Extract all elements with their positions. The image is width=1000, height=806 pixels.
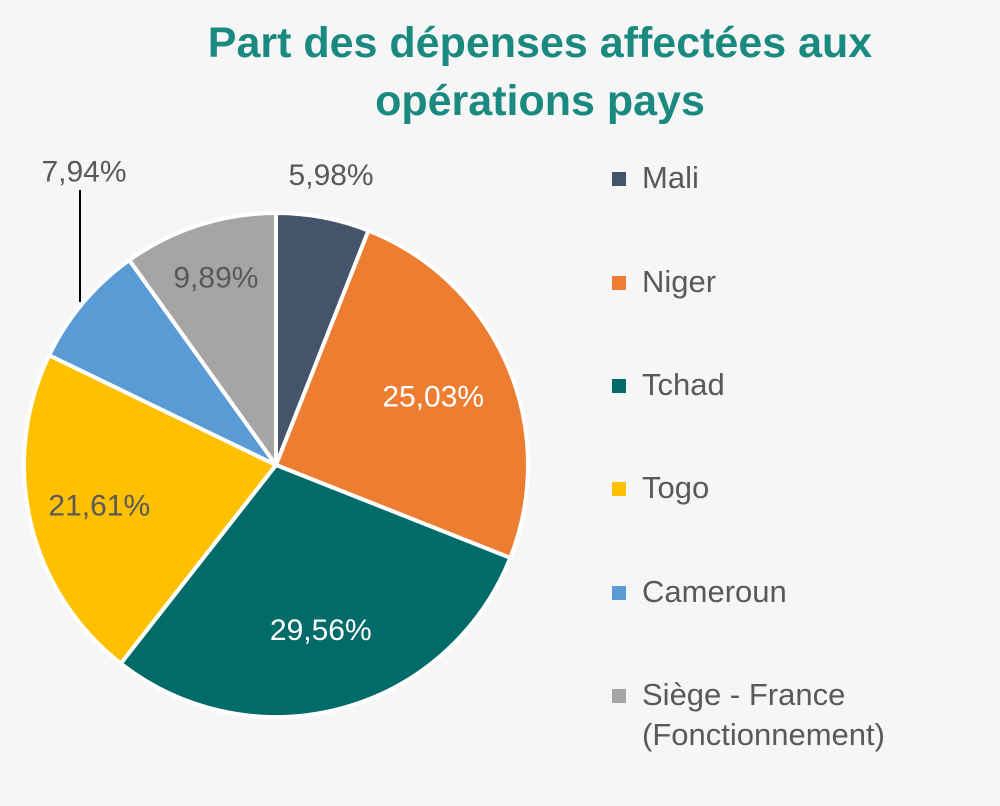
data-label-siege-france-fonctionnement: 9,89% <box>173 261 258 294</box>
legend-swatch-cameroun <box>612 586 626 600</box>
legend-item-tchad: Tchad <box>612 365 725 405</box>
legend-swatch-mali <box>612 172 626 186</box>
legend-label-togo: Togo <box>642 470 710 505</box>
chart-title-line-1: Part des dépenses affectées aux <box>207 19 873 67</box>
chart-title-line-2: opérations pays <box>375 77 705 125</box>
legend-item-cameroun: Cameroun <box>612 572 787 612</box>
legend-item-mali: Mali <box>612 158 699 198</box>
legend-swatch-siege-france <box>612 689 626 703</box>
data-label-tchad: 29,56% <box>270 614 372 647</box>
pie-slice-togo <box>22 353 278 666</box>
legend-label-siege-france: Siège - France (Fonctionnement) <box>642 677 885 752</box>
legend-item-togo: Togo <box>612 468 709 508</box>
pie-slice-cameroun <box>47 258 278 467</box>
data-label-togo: 21,61% <box>48 490 150 523</box>
legend-swatch-togo <box>612 482 626 496</box>
legend-label-tchad: Tchad <box>642 367 725 402</box>
pie-slice-tchad <box>118 463 513 719</box>
pie-slice-siege-france-fonctionnement <box>127 211 278 467</box>
data-labels: 5,98% 25,03% 29,56% 21,61% 7,94% 9,89% <box>41 156 484 647</box>
legend-label-cameroun: Cameroun <box>642 574 787 609</box>
legend-swatch-niger <box>612 276 626 290</box>
chart-title: Part des dépenses affectées aux opératio… <box>180 14 900 130</box>
legend-swatch-tchad <box>612 379 626 393</box>
legend-label-mali: Mali <box>642 160 699 195</box>
pie-slices <box>22 211 530 719</box>
pie-slice-niger <box>274 228 530 560</box>
data-label-niger: 25,03% <box>382 380 484 413</box>
data-label-mali: 5,98% <box>289 159 374 192</box>
legend-label-niger: Niger <box>642 264 717 299</box>
data-label-cameroun: 7,94% <box>41 156 126 189</box>
legend-item-niger: Niger <box>612 262 716 302</box>
legend-item-siege-france: Siège - France (Fonctionnement) <box>612 675 885 755</box>
